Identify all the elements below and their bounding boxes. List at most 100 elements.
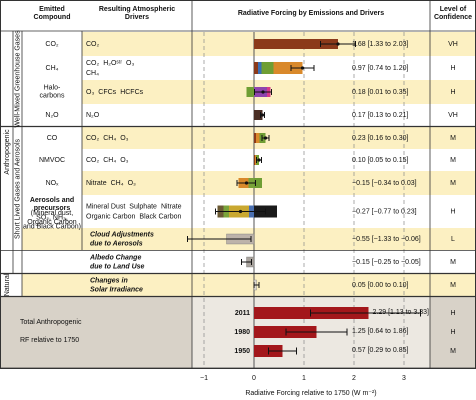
confidence: H (450, 329, 455, 336)
bar-segment (254, 110, 263, 120)
value-label: 0.23 [0.16 to 0.30] (352, 135, 408, 142)
confidence: M (450, 135, 456, 142)
driver-label: CH₄ (86, 70, 99, 77)
row-background (22, 274, 476, 296)
value-label: −0.27 [−0.77 to 0.23] (352, 208, 417, 215)
bar-segment (246, 87, 254, 97)
compound: CO (47, 135, 58, 142)
driver-label: CO₂ (86, 135, 100, 142)
driver-label: CFCs (98, 89, 116, 96)
compound: due to Aerosols (90, 240, 143, 247)
compound-note: and Black Carbon) (23, 224, 81, 231)
compound-note: SO₂, NH₃, (36, 214, 68, 221)
compound: Aerosols and (30, 197, 74, 204)
compound: Changes in (90, 277, 128, 284)
bar-segment (254, 133, 256, 143)
x-tick-label: −1 (200, 375, 208, 382)
compound: Solar Irradiance (90, 286, 143, 293)
header-label: Compound (34, 14, 71, 21)
driver-label: Nitrate (86, 180, 107, 187)
net-marker (257, 158, 261, 162)
net-marker (238, 209, 243, 214)
compound: N₂O (45, 112, 59, 119)
confidence: M (450, 282, 456, 289)
bar-segment (255, 155, 256, 165)
header-label: Level of (440, 6, 467, 13)
confidence: H (450, 208, 455, 215)
driver-label: Nitrate (161, 203, 182, 210)
bar-segment (254, 155, 255, 165)
driver-label: CO₂ (86, 157, 100, 164)
header-label: Confidence (434, 14, 472, 21)
chart-title: Radiative Forcing by Emissions and Drive… (238, 10, 384, 17)
value-label: 1.25 [0.64 to 1.86] (352, 328, 408, 335)
compound: carbons (40, 92, 65, 99)
side-label: Well-Mixed Greenhouse Gases (14, 30, 21, 128)
confidence: VH (448, 112, 458, 119)
bar-segment (254, 178, 262, 188)
driver-label: CO₂ (86, 60, 100, 67)
x-axis-label: Radiative Forcing relative to 1750 (W m⁻… (245, 390, 376, 397)
value-label: 0.18 [0.01 to 0.35] (352, 89, 408, 96)
compound: Halo- (44, 84, 61, 91)
x-tick-label: 3 (402, 375, 406, 382)
compound: Albedo Change (89, 254, 141, 261)
value-label: 0.10 [0.05 to 0.15] (352, 157, 408, 164)
driver-label: H₂Oˢᵗʳ (103, 60, 122, 67)
compound: NMVOC (39, 157, 65, 164)
year-label: 2011 (235, 310, 250, 317)
value-label: 0.17 [0.13 to 0.21] (352, 112, 408, 119)
totals-label: RF relative to 1750 (20, 337, 79, 344)
bar-segment (254, 62, 258, 74)
driver-label: HCFCs (120, 89, 143, 96)
header-label: Emitted (39, 6, 65, 13)
bar-segment (261, 62, 274, 74)
side-label: Natural (4, 273, 11, 296)
driver-label: Organic Carbon (86, 213, 136, 220)
row-background (82, 127, 476, 149)
compound-note: (Mineral dust, (31, 210, 73, 217)
row-background (82, 171, 476, 195)
confidence: H (450, 89, 455, 96)
compound: due to Land Use (90, 263, 145, 270)
net-marker (263, 136, 268, 140)
driver-label: CH₄ (103, 157, 116, 164)
compound: CO₂ (45, 41, 59, 48)
confidence: M (450, 259, 456, 266)
year-label: 1950 (234, 348, 250, 355)
driver-label: CO₂ (86, 41, 100, 48)
confidence: H (450, 65, 455, 72)
compound: precursors (34, 205, 71, 212)
confidence: M (450, 180, 456, 187)
net-marker (300, 66, 305, 70)
totals-label: Total Anthropogenic (20, 319, 82, 326)
driver-label: O₃ (128, 180, 136, 187)
confidence: L (451, 236, 455, 243)
x-tick-label: 0 (252, 375, 256, 382)
bar-segment (258, 62, 262, 74)
value-label: −0.15 [−0.25 to −0.05] (352, 259, 421, 266)
confidence: M (450, 157, 456, 164)
x-tick-label: 1 (302, 375, 306, 382)
driver-label: CH₄ (103, 135, 116, 142)
driver-label: Sulphate (129, 203, 157, 210)
value-label: 1.68 [1.33 to 2.03] (352, 41, 408, 48)
value-label: 0.57 [0.29 to 0.85] (352, 347, 408, 354)
header-label: Drivers (125, 14, 149, 21)
side-label: Short Lived Gases and Aerosols (14, 139, 21, 240)
net-marker (244, 181, 249, 185)
row-background (82, 80, 476, 104)
driver-label: O₃ (120, 135, 128, 142)
value-label: −0.15 [−0.34 to 0.03] (352, 180, 417, 187)
driver-label: N₂O (86, 112, 100, 119)
driver-label: Mineral Dust (86, 203, 125, 210)
bar (254, 326, 317, 338)
driver-label: CH₄ (111, 180, 124, 187)
value-label: −0.55 [−1.33 to −0.06] (352, 236, 421, 243)
x-tick-label: 2 (352, 375, 356, 382)
bar-segment (254, 39, 338, 49)
net-marker (260, 113, 265, 117)
compound: Cloud Adjustments (90, 231, 154, 238)
confidence: H (450, 310, 455, 317)
